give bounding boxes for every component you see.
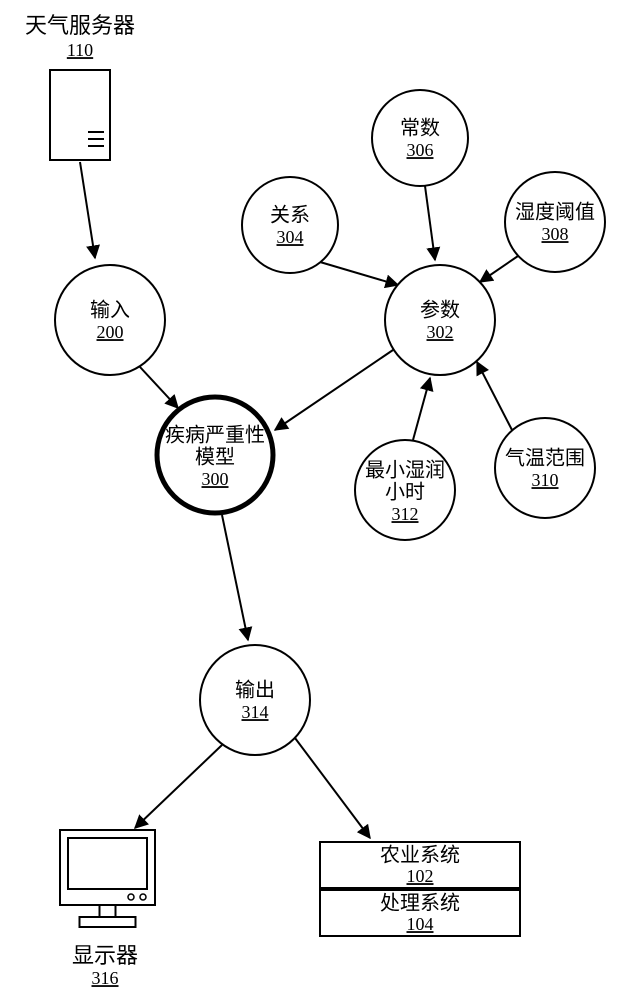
- output-node-label: 输出: [235, 679, 275, 702]
- agri-system-box-number: 102: [407, 866, 434, 886]
- humidity-node-label: 湿度阈值: [515, 201, 595, 224]
- model-node-number: 300: [202, 469, 229, 489]
- temp-range-node-number: 310: [532, 470, 559, 490]
- output-node-number: 314: [242, 702, 269, 722]
- edge-min_wet: [413, 378, 430, 440]
- params-node-label: 参数: [420, 299, 460, 322]
- weather-server-title: 天气服务器: [25, 13, 135, 38]
- constant-node-label: 常数: [400, 117, 440, 140]
- params-node-number: 302: [427, 322, 454, 342]
- humidity-node-number: 308: [542, 224, 569, 244]
- constant-node-number: 306: [407, 140, 434, 160]
- relation-node-label: 关系: [270, 204, 310, 227]
- monitor-title: 显示器: [72, 943, 138, 968]
- proc-system-box-label: 处理系统: [380, 892, 460, 915]
- server-icon: [50, 70, 110, 160]
- edge-temp_range: [477, 362, 512, 430]
- edge-params: [275, 350, 393, 430]
- edge-constant: [425, 186, 435, 260]
- model-node-label1: 疾病严重性: [165, 424, 265, 447]
- edge-relation: [320, 262, 398, 285]
- monitor-number: 316: [92, 968, 119, 988]
- min-wet-node-number: 312: [392, 504, 419, 524]
- min-wet-node-label2: 小时: [385, 481, 425, 504]
- edge-input: [140, 367, 178, 408]
- input-node-number: 200: [97, 322, 124, 342]
- weather-server-number: 110: [67, 40, 93, 60]
- edge-output_r: [295, 738, 370, 838]
- model-node-label2: 模型: [195, 446, 235, 469]
- edge-server_icon: [80, 162, 95, 258]
- proc-system-box-number: 104: [407, 914, 434, 934]
- input-node-label: 输入: [90, 299, 130, 322]
- monitor-icon: [60, 830, 155, 927]
- edge-model: [222, 515, 248, 640]
- agri-system-box-label: 农业系统: [380, 844, 460, 867]
- min-wet-node-label1: 最小湿润: [365, 459, 445, 482]
- edge-humidity: [480, 256, 518, 282]
- temp-range-node-label: 气温范围: [505, 447, 585, 470]
- edge-output_l: [135, 745, 222, 828]
- relation-node-number: 304: [277, 227, 304, 247]
